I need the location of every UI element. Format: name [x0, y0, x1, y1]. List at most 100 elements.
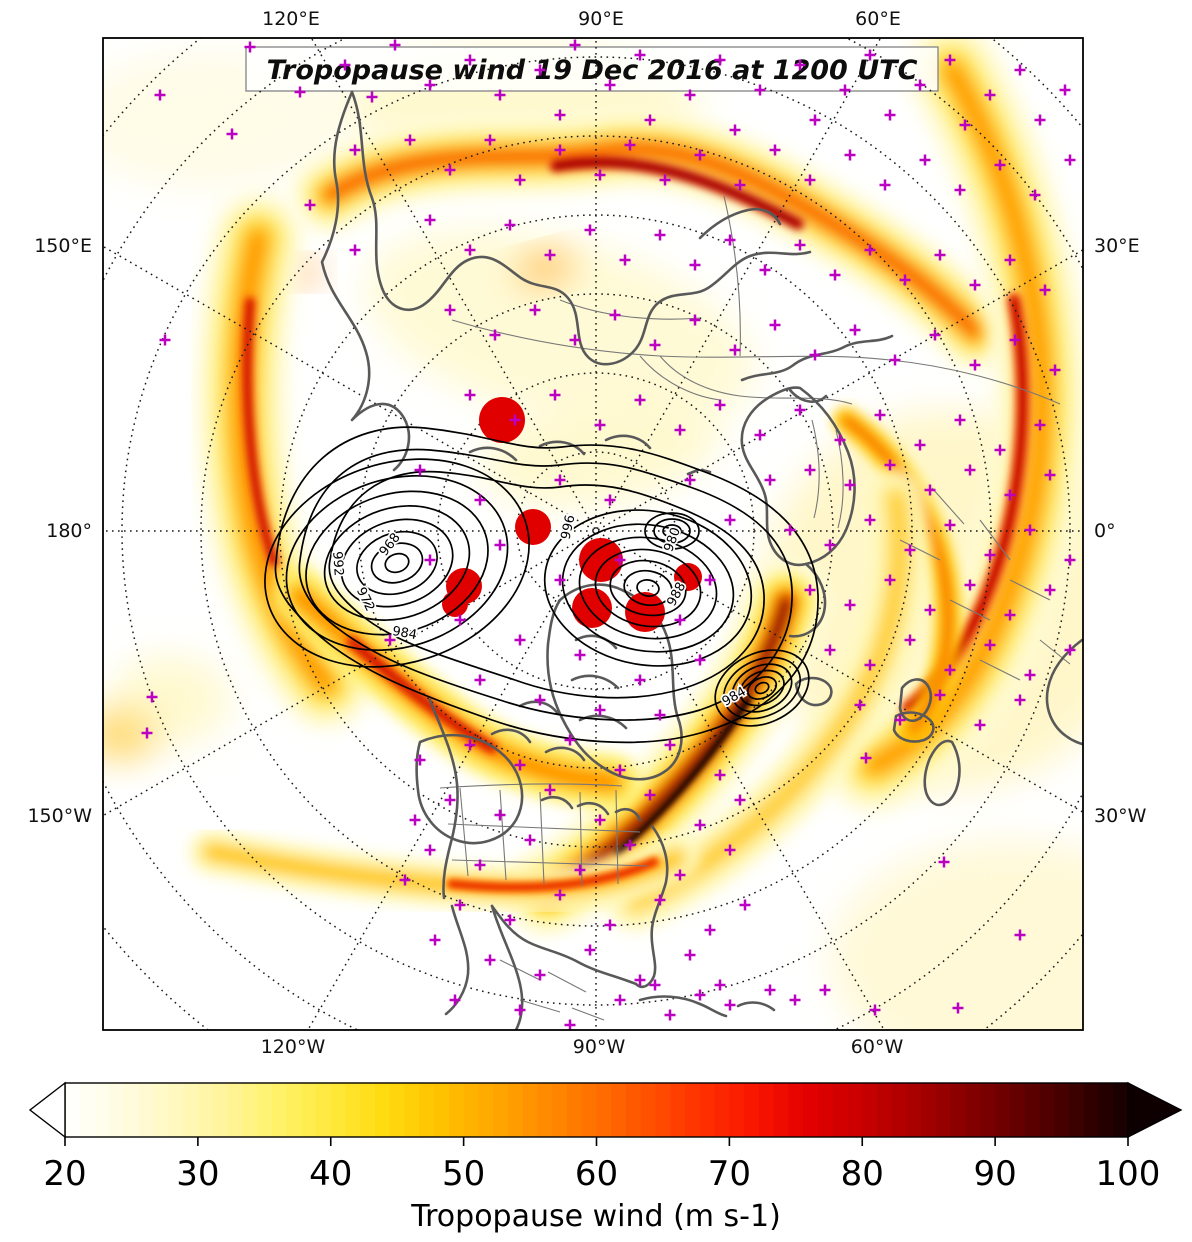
colorbar-tick-label: 70: [708, 1154, 751, 1194]
wind-wash: [517, 252, 573, 284]
jet-band-stroke: [865, 61, 1051, 775]
coastline: [923, 739, 961, 807]
colorbar-segment: [419, 1083, 435, 1137]
wind-speed-shading-layer: [103, 38, 1083, 1030]
colorbar-segment: [950, 1083, 967, 1137]
colorbar-segment: [65, 1083, 81, 1137]
colorbar-label: Tropopause wind (m s-1): [410, 1199, 781, 1234]
coastline: [698, 207, 782, 240]
colorbar-segment: [1039, 1083, 1055, 1137]
jet-band: [607, 469, 929, 931]
coastline: [444, 904, 470, 1016]
pressure-contour-label: 968: [377, 530, 404, 559]
colorbar-segment: [507, 1083, 524, 1137]
colorbar-segment: [832, 1083, 849, 1137]
coastline: [686, 468, 712, 476]
jet-band-stroke: [324, 144, 981, 338]
colorbar-segment: [360, 1083, 376, 1137]
jet-band-stroke: [244, 299, 277, 565]
colorbar-segment: [891, 1083, 908, 1137]
colorbar-segment: [404, 1083, 421, 1137]
pressure-contour-ring: [305, 490, 489, 636]
colorbar-segment: [434, 1083, 450, 1137]
pressure-contour-ring: [714, 649, 810, 727]
coastline: [898, 678, 933, 722]
colorbar-segment: [301, 1083, 317, 1137]
colorbar-segment: [448, 1083, 465, 1137]
cyclone-markers-layer: [442, 397, 702, 632]
pressure-contour-envelope: [298, 448, 793, 721]
latitude-circle: [200, 135, 992, 927]
pressure-contour-ring: [609, 559, 687, 617]
colorbar-segment: [271, 1083, 288, 1137]
colorbar-tick-label: 80: [841, 1154, 884, 1194]
axis-tick-label: 150°W: [27, 805, 92, 827]
colorbar-max-extend-arrow: [1127, 1081, 1183, 1139]
colorbar-segment: [1054, 1083, 1070, 1137]
colorbar-segment: [655, 1083, 672, 1137]
jet-band: [291, 110, 1014, 371]
colorbar-segment: [1024, 1083, 1041, 1137]
jet-band-stroke: [553, 159, 801, 227]
coastline: [736, 1001, 776, 1012]
admin-border: [439, 783, 623, 789]
colorbar-segment: [936, 1083, 952, 1137]
pressure-contour-label: 992: [329, 551, 346, 577]
pressure-contour-label: 996: [559, 514, 579, 541]
admin-border: [451, 319, 1061, 405]
colorbar-segment: [1098, 1083, 1115, 1137]
colorbar-segment: [758, 1083, 775, 1137]
colorbar-segment: [522, 1083, 539, 1137]
axis-tick-label: 120°E: [262, 8, 320, 30]
colorbar-segment: [596, 1083, 613, 1137]
pressure-contour-ring: [384, 552, 410, 574]
colorbar: 20 30 40 50 60 70 80 90 100: [28, 1081, 1183, 1194]
colorbar-segment: [744, 1083, 760, 1137]
pressure-contour-ring: [746, 676, 778, 700]
cyclone-marker: [579, 538, 623, 582]
colorbar-segment: [566, 1083, 583, 1137]
axis-tick-label: 60°W: [851, 1036, 904, 1058]
pressure-contour-ring: [561, 523, 735, 653]
pressure-contour-ring: [636, 579, 660, 597]
colorbar-segment: [212, 1083, 229, 1137]
colorbar-segment: [685, 1083, 701, 1137]
coastline: [892, 711, 935, 743]
colorbar-segment: [1113, 1083, 1129, 1137]
axis-tick-label: 150°E: [34, 235, 92, 257]
longitude-line: [307, 38, 882, 1030]
jet-band-stroke: [449, 859, 657, 891]
latitude-circle: [516, 451, 676, 611]
colorbar-segment: [197, 1083, 214, 1137]
colorbar-segment: [788, 1083, 804, 1137]
pressure-contour-ring: [723, 656, 801, 720]
axis-labels: 120°E 90°E 60°E 150°E 180° 150°W 30°E 0° 30°W 120…: [27, 8, 1146, 1058]
coastline: [634, 824, 669, 989]
colorbar-segment: [1009, 1083, 1026, 1137]
colorbar-segment: [138, 1083, 155, 1137]
coastline: [638, 995, 728, 1018]
axis-tick-label: 120°W: [261, 1036, 326, 1058]
colorbar-segment: [330, 1083, 347, 1137]
colorbar-tick-label: 50: [442, 1154, 485, 1194]
colorbar-tick-label: 90: [973, 1154, 1016, 1194]
colorbar-segment: [463, 1083, 480, 1137]
colorbar-segment: [626, 1083, 642, 1137]
pressure-contour-ring: [731, 663, 793, 713]
colorbar-segment: [94, 1083, 111, 1137]
colorbar-segment: [256, 1083, 273, 1137]
colorbar-segment: [168, 1083, 184, 1137]
colorbar-min-extend-arrow: [28, 1081, 66, 1139]
axis-tick-label: 30°W: [1094, 805, 1147, 827]
colorbar-segment: [847, 1083, 864, 1137]
colorbar-segment: [995, 1083, 1011, 1137]
pressure-contour-ring: [653, 518, 691, 544]
country-borders-layer: [439, 195, 1071, 1021]
pressure-contour-envelope: [328, 470, 765, 699]
jet-band: [826, 38, 1083, 814]
colorbar-segment: [699, 1083, 716, 1137]
longitude-line: [310, 38, 885, 1030]
colorbar-segment: [478, 1083, 494, 1137]
admin-border: [899, 487, 1071, 681]
jet-band: [241, 296, 280, 568]
